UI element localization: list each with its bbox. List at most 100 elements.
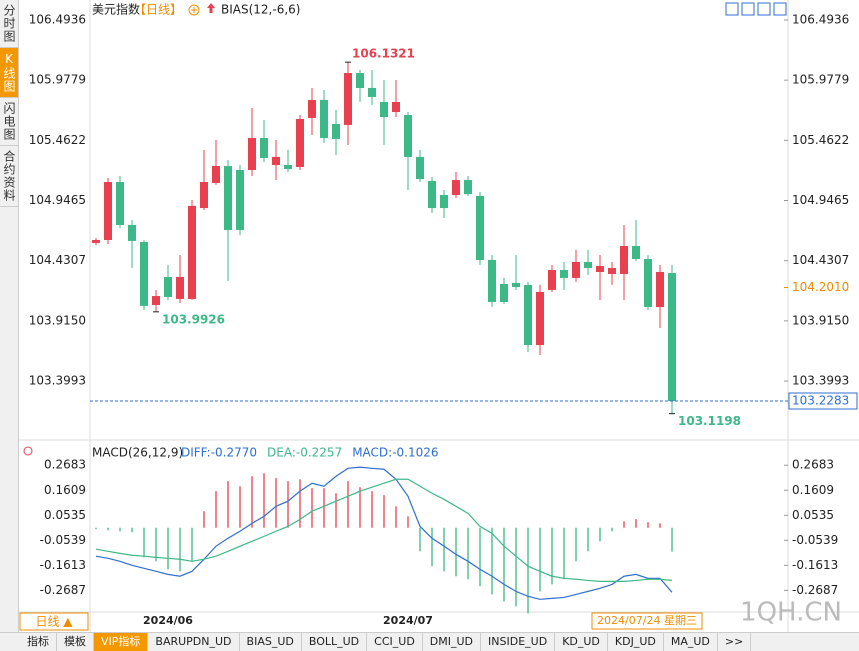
y-tick-label: -0.2687 (40, 583, 86, 597)
indicator-tab[interactable]: KDJ_UD (608, 633, 664, 651)
x-tick-label: 2024/06 (143, 614, 193, 627)
y-tick-label: 105.9779 (29, 73, 86, 87)
y-tick-label: 0.1609 (792, 483, 834, 497)
candle-body (260, 138, 268, 158)
indicator-tab[interactable]: MA_UD (664, 633, 718, 651)
settings-icon[interactable] (23, 446, 33, 456)
candle-body (620, 245, 628, 274)
candle-body (296, 119, 304, 167)
chart-title: MACD(26,12,9) (92, 446, 183, 460)
candle-body (344, 73, 352, 125)
candle-body (200, 182, 208, 209)
indicator-tab[interactable]: DMI_UD (423, 633, 482, 651)
candle-body (488, 259, 496, 302)
candle-body (236, 169, 244, 230)
candle-body (212, 166, 220, 183)
macd-line (95, 466, 673, 600)
sidebar-tab[interactable]: K线图 (0, 48, 18, 98)
high-label: 106.1321 (352, 47, 415, 61)
y-tick-label: -0.1613 (792, 558, 838, 572)
indicator-tab[interactable]: BARUPDN_UD (148, 633, 240, 651)
candle-body (116, 182, 124, 225)
candle-body (104, 182, 112, 241)
candle-body (272, 156, 280, 165)
candle-body (332, 124, 340, 139)
candle-body (92, 240, 100, 243)
indicator-icon[interactable] (207, 3, 215, 13)
toolbar-icons (725, 2, 787, 16)
y-tick-label: 0.0535 (792, 508, 834, 522)
sidebar: 分时图 K线图 闪电图 合约资料 (0, 0, 19, 632)
candle-body (140, 241, 148, 306)
y-tick-label: -0.1613 (40, 558, 86, 572)
candle-body (284, 164, 292, 169)
candle-body (464, 180, 472, 195)
candle-body (584, 261, 592, 269)
indicator-tab[interactable]: BOLL_UD (302, 633, 368, 651)
y-tick-label: 103.3993 (29, 374, 86, 388)
icon-button[interactable] (773, 2, 787, 16)
icon-button[interactable] (725, 2, 739, 16)
candle-body (536, 291, 544, 346)
candle-body (608, 268, 616, 274)
candle-body (668, 273, 676, 402)
icon-button[interactable] (741, 2, 755, 16)
candle-body (164, 277, 172, 297)
indicator-tabs: 指标 模板 VIP指标 BARUPDN_UD BIAS_UD BOLL_UD CCI_UD D… (0, 632, 859, 651)
candle-body (416, 156, 424, 179)
candle-body (656, 271, 664, 307)
period-button-label: 日线 ▲ (35, 615, 73, 629)
candle-body (392, 101, 400, 113)
low-label: 103.9926 (162, 312, 225, 326)
indicator-tab[interactable]: CCI_UD (367, 633, 423, 651)
cursor-date: 2024/07/24 星期三 (597, 614, 697, 627)
candle-body (404, 115, 412, 157)
y-tick-label: 103.9150 (29, 313, 86, 327)
y-tick-label: 104.9465 (29, 193, 86, 207)
candle-body (572, 261, 580, 278)
indicator-label: BIAS(12,-6,6) (221, 3, 300, 17)
indicator-tab[interactable]: VIP指标 (94, 633, 149, 651)
candle-body (644, 259, 652, 307)
y-tick-label: -0.0539 (792, 533, 838, 547)
sidebar-tab[interactable]: 合约资料 (0, 146, 18, 207)
candle-body (560, 270, 568, 278)
indicator-tab[interactable]: >> (718, 633, 752, 651)
indicator-tab[interactable]: KD_UD (555, 633, 608, 651)
candle-body (152, 296, 160, 306)
cursor-date-box (591, 612, 703, 630)
sidebar-tab[interactable]: 闪电图 (0, 98, 18, 146)
y-tick-label: -0.0539 (40, 533, 86, 547)
candle-body (320, 99, 328, 139)
candle-body (632, 245, 640, 260)
icon-button[interactable] (757, 2, 771, 16)
indicator-tab[interactable]: 模板 (57, 633, 94, 651)
candle-body (428, 180, 436, 209)
indicator-tab[interactable]: 指标 (20, 633, 57, 651)
candle-body (512, 282, 520, 288)
price-box (788, 392, 858, 410)
candle-body (596, 266, 604, 272)
indicator-tab[interactable]: BIAS_UD (240, 633, 302, 651)
legend-item: MACD:-0.1026 (352, 446, 438, 460)
y-tick-label: 106.4936 (792, 12, 849, 26)
y-tick-label: 105.4622 (29, 133, 86, 147)
y-tick-label: 103.3993 (792, 374, 849, 388)
candle-body (500, 284, 508, 302)
watermark: 1QH.CN (740, 598, 842, 628)
period-label: 【日线】 (134, 3, 182, 17)
candle-body (308, 99, 316, 118)
price-label: 104.2010 (792, 280, 849, 294)
candle-body (128, 224, 136, 241)
low-label: 103.1198 (678, 414, 741, 428)
y-tick-label: 103.9150 (792, 313, 849, 327)
sidebar-tab[interactable]: 分时图 (0, 0, 18, 48)
legend-item: DEA:-0.2257 (267, 446, 342, 460)
candle-body (476, 196, 484, 260)
period-button[interactable] (19, 612, 89, 631)
x-tick-label: 2024/07 (383, 614, 433, 627)
add-icon[interactable] (188, 4, 200, 16)
indicator-tab[interactable]: INSIDE_UD (481, 633, 556, 651)
y-tick-label: 105.9779 (792, 73, 849, 87)
chart-title: 美元指数 (92, 2, 140, 17)
